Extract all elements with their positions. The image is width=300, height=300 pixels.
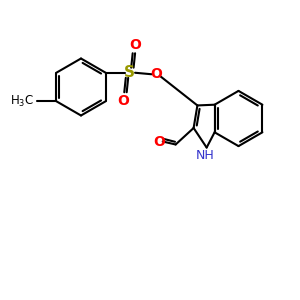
Text: NH: NH [196,149,214,163]
Text: O: O [150,67,162,81]
Text: O: O [118,94,130,108]
Text: O: O [130,38,142,52]
Text: H$_3$C: H$_3$C [10,94,34,109]
Text: S: S [124,65,135,80]
Text: O: O [153,135,165,149]
